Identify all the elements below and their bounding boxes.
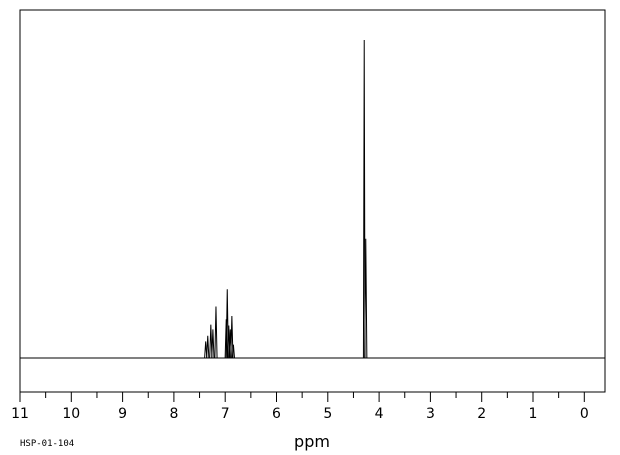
plot-frame (19, 9, 606, 393)
x-axis-ticks (19, 392, 585, 402)
x-axis-tick-labels: 11 10 9 8 7 6 5 4 3 2 1 0 (11, 406, 589, 422)
peak-group (204, 39, 368, 359)
x-tick-label: 9 (118, 406, 127, 422)
x-tick-label: 10 (62, 406, 80, 422)
x-tick-label: 11 (11, 406, 29, 422)
x-tick-label: 3 (426, 406, 435, 422)
spectrum-peak (214, 306, 218, 359)
x-tick-label: 0 (580, 406, 589, 422)
x-tick-label: 1 (529, 406, 538, 422)
spectrum-peak (211, 329, 215, 359)
x-tick-label: 4 (375, 406, 384, 422)
x-tick-label: 8 (169, 406, 178, 422)
spectrum-peak (206, 335, 210, 359)
spectrum-peak (362, 39, 366, 359)
spectrum-peak (224, 319, 228, 359)
spectrum-peak (231, 344, 236, 359)
x-axis-title: ppm (294, 432, 330, 451)
spectrum-peak (364, 238, 368, 359)
x-tick-label: 7 (221, 406, 230, 422)
x-tick-label: 6 (272, 406, 281, 422)
x-tick-label: 2 (477, 406, 486, 422)
spectrum-peak (230, 316, 234, 359)
spectrum-code-label: HSP-01-104 (20, 439, 74, 449)
x-tick-label: 5 (323, 406, 332, 422)
spectrum-peak (209, 324, 213, 359)
